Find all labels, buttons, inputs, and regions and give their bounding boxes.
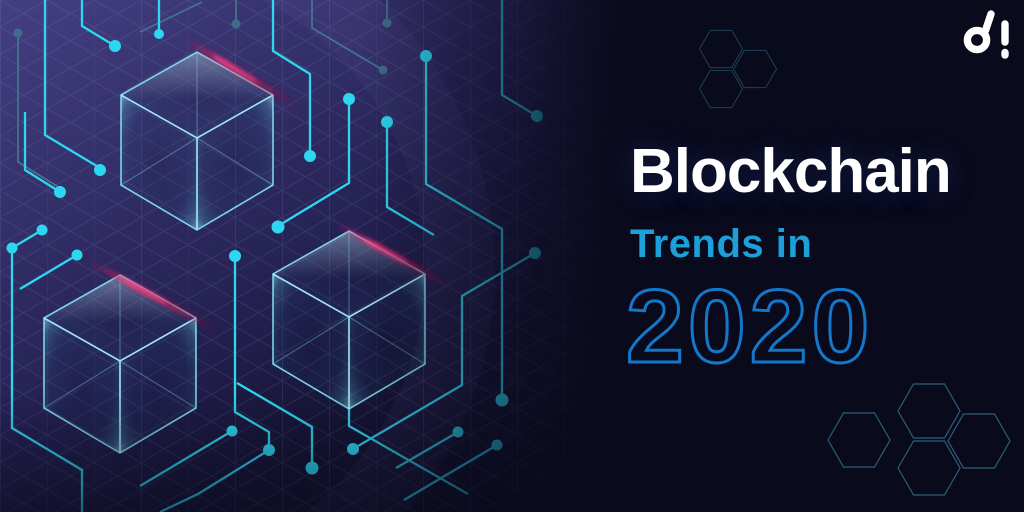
headline-subtitle: Trends in — [630, 222, 813, 266]
logo-b-stem — [981, 10, 995, 35]
bi-logo — [963, 10, 1009, 59]
headline-year: 2020 — [626, 270, 873, 385]
headline-block: Blockchain Trends in — [630, 137, 1010, 266]
hexagon-cluster-top — [698, 29, 778, 109]
panel-bottom-fade — [0, 390, 660, 512]
left-panel — [0, 0, 660, 512]
logo-b-bowl — [963, 26, 991, 54]
headline-year-wrap: 2020 — [624, 270, 924, 390]
hexagon-cluster-bottom — [827, 383, 1011, 496]
headline-title: Blockchain — [630, 137, 952, 206]
